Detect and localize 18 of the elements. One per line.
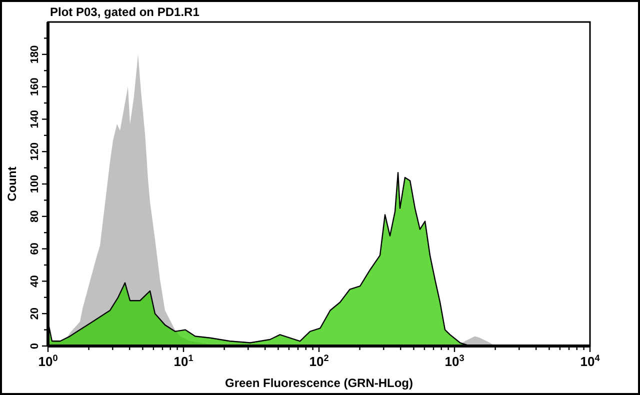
- y-tick-label: 180: [29, 45, 41, 64]
- y-tick-label: 20: [29, 307, 41, 320]
- y-tick-label: 100: [29, 174, 41, 194]
- y-tick-label: 120: [29, 142, 41, 161]
- y-tick-label: 40: [29, 275, 41, 288]
- y-tick-label: 80: [29, 210, 41, 223]
- x-tick-label: 10$^{1}$: [174, 353, 194, 369]
- y-axis-title: Count: [5, 166, 19, 202]
- y-tick-label: 160: [29, 78, 41, 96]
- chart-title: Plot P03, gated on PD1.R1: [50, 5, 200, 19]
- x-tick-label: 10$^{2}$: [309, 353, 329, 369]
- y-tick-label: 140: [29, 110, 41, 128]
- x-axis-title: Green Fluorescence (GRN-HLog): [224, 376, 414, 390]
- x-tick-label: 10$^{4}$: [580, 353, 601, 369]
- x-tick-label: 10$^{3}$: [444, 353, 464, 369]
- y-tick-label: 60: [29, 242, 41, 255]
- x-tick-label: 10$^{0}$: [38, 353, 58, 369]
- y-tick-label: 0: [29, 342, 41, 350]
